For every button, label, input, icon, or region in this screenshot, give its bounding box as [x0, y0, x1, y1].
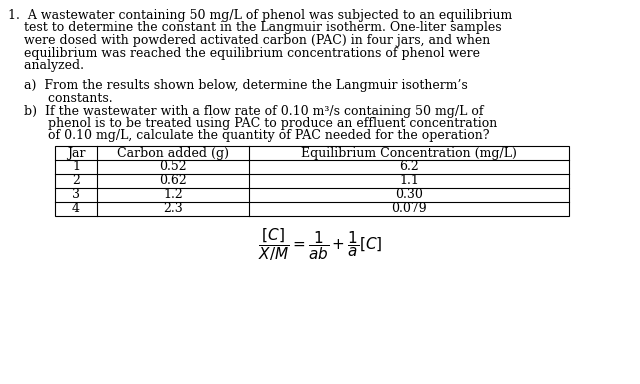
Text: 1.2: 1.2: [163, 189, 183, 202]
Text: 2: 2: [72, 174, 80, 187]
Text: a)  From the results shown below, determine the Langmuir isotherm’s: a) From the results shown below, determi…: [8, 79, 468, 93]
Text: 2.3: 2.3: [163, 202, 183, 215]
Text: 4: 4: [72, 202, 80, 215]
Text: 0.62: 0.62: [159, 174, 187, 187]
Text: were dosed with powdered activated carbon (PAC) in four jars, and when: were dosed with powdered activated carbo…: [8, 34, 490, 47]
Text: 1.  A wastewater containing 50 mg/L of phenol was subjected to an equilibrium: 1. A wastewater containing 50 mg/L of ph…: [8, 9, 512, 22]
Text: 1: 1: [72, 161, 80, 174]
Text: test to determine the constant in the Langmuir isotherm. One-liter samples: test to determine the constant in the La…: [8, 22, 502, 35]
Text: $\dfrac{[C]}{X/M} = \dfrac{1}{ab} + \dfrac{1}{a}[C]$: $\dfrac{[C]}{X/M} = \dfrac{1}{ab} + \dfr…: [258, 226, 382, 263]
Text: 0.079: 0.079: [391, 202, 427, 215]
Text: 0.52: 0.52: [159, 161, 187, 174]
Text: Equilibrium Concentration (mg/L): Equilibrium Concentration (mg/L): [301, 147, 517, 159]
Text: analyzed.: analyzed.: [8, 59, 84, 72]
Text: phenol is to be treated using PAC to produce an effluent concentration: phenol is to be treated using PAC to pro…: [8, 117, 497, 130]
Text: constants.: constants.: [8, 92, 113, 105]
Text: Jar: Jar: [67, 147, 85, 159]
Text: equilibrium was reached the equilibrium concentrations of phenol were: equilibrium was reached the equilibrium …: [8, 46, 480, 60]
Text: of 0.10 mg/L, calculate the quantity of PAC needed for the operation?: of 0.10 mg/L, calculate the quantity of …: [8, 129, 490, 142]
Text: Carbon added (g): Carbon added (g): [117, 147, 229, 159]
Text: 3: 3: [72, 189, 80, 202]
Text: 1.1: 1.1: [399, 174, 419, 187]
Text: 6.2: 6.2: [399, 161, 419, 174]
Bar: [55, 146, 569, 216]
Text: 0.30: 0.30: [395, 189, 423, 202]
Text: b)  If the wastewater with a flow rate of 0.10 m³/s containing 50 mg/L of: b) If the wastewater with a flow rate of…: [8, 104, 483, 118]
